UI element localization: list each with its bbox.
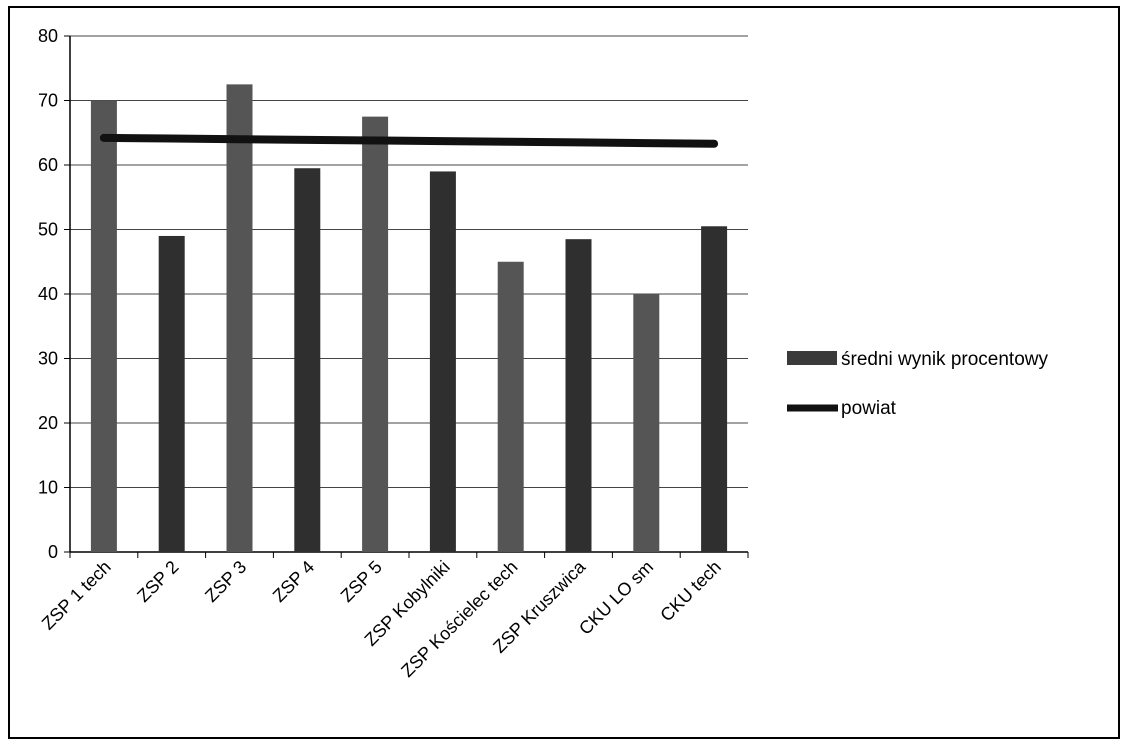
x-tick-label: CKU tech: [656, 557, 725, 626]
x-tick-label: ZSP Kościelec tech: [397, 557, 521, 681]
x-tick-label: ZSP 1 tech: [38, 557, 115, 634]
y-tick-label: 30: [38, 349, 58, 369]
bar: [226, 84, 253, 552]
bar: [565, 239, 592, 553]
y-tick-label: 20: [38, 413, 58, 433]
bar: [497, 261, 524, 552]
bars: [90, 84, 728, 553]
bar: [158, 235, 185, 552]
y-tick-label: 60: [38, 155, 58, 175]
legend-label-bar: średni wynik procentowy: [841, 349, 1048, 370]
y-tick-label: 40: [38, 284, 58, 304]
bar: [633, 294, 660, 552]
x-tick-label: ZSP 2: [133, 557, 182, 606]
y-tick-label: 10: [38, 478, 58, 498]
x-tick-label: ZSP 5: [337, 557, 386, 606]
powiat-line: [99, 133, 719, 148]
bar: [90, 100, 117, 552]
x-tick-label: ZSP 3: [201, 557, 250, 606]
series-line: [99, 133, 719, 148]
bar: [429, 171, 456, 552]
x-tick-label: ZSP 4: [269, 557, 318, 606]
y-tick-label: 50: [38, 220, 58, 240]
y-tick-labels: 0 10 20 30 40 50 60 70 80: [38, 26, 58, 562]
legend-swatch-bar: [787, 351, 837, 365]
chart-frame: [8, 6, 1120, 739]
y-tick-label: 0: [48, 542, 58, 562]
y-tick-label: 70: [38, 91, 58, 111]
legend-label-line: powiat: [841, 398, 897, 419]
bar: [362, 116, 389, 552]
bar: [701, 226, 728, 552]
y-tick-label: 80: [38, 26, 58, 46]
legend: średni wynik procentowy powiat: [787, 349, 1048, 419]
bar: [294, 168, 321, 552]
